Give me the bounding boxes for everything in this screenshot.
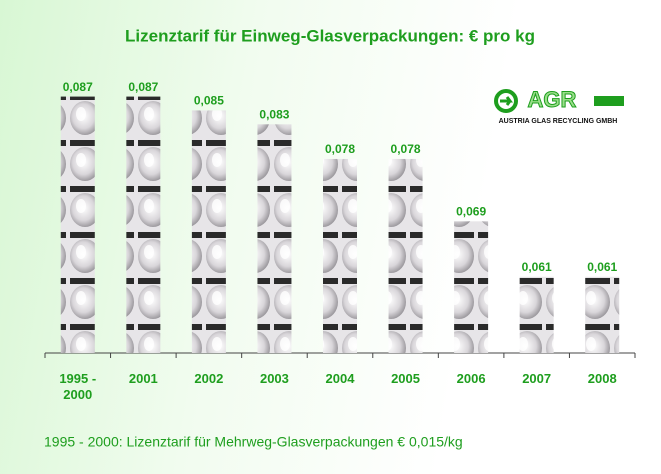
bar bbox=[454, 221, 488, 353]
logo-mark: AGR bbox=[528, 87, 577, 112]
slide: Lizenztarif für Einweg-Glasverpackungen:… bbox=[0, 0, 661, 474]
chart-title: Lizenztarif für Einweg-Glasverpackungen:… bbox=[125, 26, 535, 45]
footnote: 1995 - 2000: Lizenztarif für Mehrweg-Gla… bbox=[44, 434, 463, 450]
x-tick-label: 2005 bbox=[383, 371, 429, 387]
value-label: 0,078 bbox=[325, 142, 355, 156]
bar bbox=[192, 110, 226, 353]
x-tick-label: 2008 bbox=[579, 371, 625, 387]
value-label: 0,078 bbox=[391, 142, 421, 156]
bar bbox=[323, 159, 357, 353]
bar bbox=[520, 277, 554, 353]
logo: AGR AUSTRIA GLAS RECYCLING GMBH bbox=[496, 87, 624, 125]
x-tick-label: 1995 - 2000 bbox=[55, 371, 101, 403]
value-label: 0,083 bbox=[259, 107, 289, 121]
bar bbox=[126, 97, 160, 353]
x-tick-label: 2001 bbox=[120, 371, 166, 387]
value-label: 0,069 bbox=[456, 204, 486, 218]
value-label: 0,087 bbox=[128, 80, 158, 94]
bar bbox=[389, 159, 423, 353]
value-label: 0,061 bbox=[522, 260, 552, 274]
bar bbox=[61, 97, 95, 353]
x-tick-label: 2003 bbox=[251, 371, 297, 387]
value-label: 0,087 bbox=[63, 80, 93, 94]
x-tick-label: 2007 bbox=[514, 371, 560, 387]
logo-text: AUSTRIA GLAS RECYCLING GMBH bbox=[499, 118, 618, 125]
x-tick-label: 2002 bbox=[186, 371, 232, 387]
value-label: 0,085 bbox=[194, 94, 224, 108]
value-label: 0,061 bbox=[587, 260, 617, 274]
bar bbox=[585, 277, 619, 353]
x-tick-label: 2006 bbox=[448, 371, 494, 387]
bar bbox=[257, 124, 291, 353]
x-tick-label: 2004 bbox=[317, 371, 363, 387]
